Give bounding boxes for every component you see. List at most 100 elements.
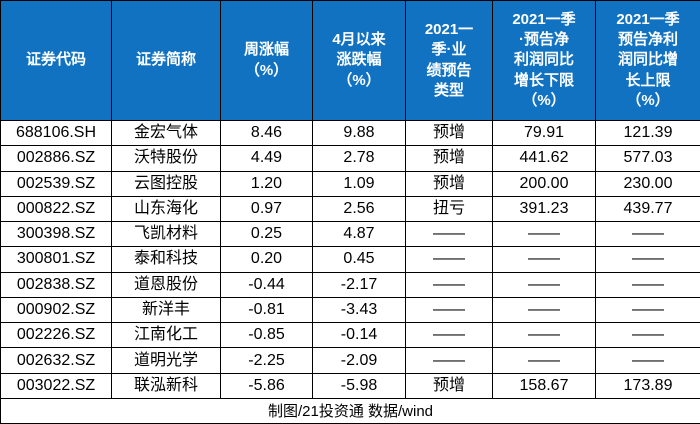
cell-security-name: 飞凯材料 [111,221,221,248]
table-row: 002838.SZ 道恩股份 -0.44 -2.17 —— —— —— [0,271,700,298]
cell-since-april-change: -5.98 [312,372,406,400]
cell-security-code: 002886.SZ [0,145,112,172]
column-header-5: 2021一 季·业 绩预告 类型 [405,0,493,121]
cell-profit-growth-lower: 200.00 [492,170,596,197]
cell-security-name: 江南化工 [111,322,221,349]
table-row: 002632.SZ 道明光学 -2.25 -2.09 —— —— —— [0,347,700,374]
cell-security-name: 联泓新科 [111,372,221,400]
cell-profit-growth-upper: —— [595,296,700,324]
cell-security-name: 泰和科技 [111,246,221,273]
cell-profit-growth-lower: 79.91 [492,119,596,147]
cell-since-april-change: 0.45 [312,246,406,273]
cell-week-change: -5.86 [220,372,313,400]
cell-profit-growth-upper: 577.03 [595,145,700,172]
cell-profit-growth-lower: —— [492,322,596,349]
cell-profit-growth-upper: —— [595,221,700,248]
table-footer: 制图/21投资通 数据/wind [0,398,700,424]
cell-since-april-change: 9.88 [312,119,406,147]
cell-week-change: -0.85 [220,322,313,349]
cell-security-name: 道恩股份 [111,271,221,298]
cell-since-april-change: -3.43 [312,296,406,324]
cell-security-code: 002226.SZ [0,322,112,349]
cell-forecast-type: —— [405,221,493,248]
table-row: 002226.SZ 江南化工 -0.85 -0.14 —— —— —— [0,322,700,349]
header-row: 证券代码 证券简称 周涨幅 （%） 4月以来 涨跌幅 （%） 2021一 季·业 绩预告… [0,0,700,121]
cell-profit-growth-lower: —— [492,246,596,273]
cell-security-name: 金宏气体 [111,119,221,147]
cell-since-april-change: -2.17 [312,271,406,298]
cell-week-change: 0.20 [220,246,313,273]
cell-since-april-change: 4.87 [312,221,406,248]
cell-week-change: -0.44 [220,271,313,298]
column-header-7: 2021一季 预告净利 润同比增 长上限 （%） [595,0,700,121]
cell-security-code: 002632.SZ [0,347,112,374]
cell-profit-growth-upper: —— [595,271,700,298]
cell-security-code: 002838.SZ [0,271,112,298]
column-header-3: 周涨幅 （%） [220,0,313,121]
cell-since-april-change: 2.56 [312,195,406,223]
cell-since-april-change: 1.09 [312,170,406,197]
footer-row: 制图/21投资通 数据/wind [0,398,700,424]
table-row: 300801.SZ 泰和科技 0.20 0.45 —— —— —— [0,246,700,273]
cell-since-april-change: -2.09 [312,347,406,374]
cell-week-change: 1.20 [220,170,313,197]
cell-forecast-type: —— [405,271,493,298]
cell-profit-growth-lower: 158.67 [492,372,596,400]
cell-forecast-type: 扭亏 [405,195,493,223]
cell-security-name: 新洋丰 [111,296,221,324]
cell-week-change: 0.97 [220,195,313,223]
cell-week-change: 4.49 [220,145,313,172]
cell-profit-growth-lower: —— [492,347,596,374]
cell-profit-growth-lower: —— [492,271,596,298]
column-header-4: 4月以来 涨跌幅 （%） [312,0,406,121]
cell-week-change: 8.46 [220,119,313,147]
column-header-1: 证券代码 [0,0,112,121]
cell-profit-growth-lower: 391.23 [492,195,596,223]
cell-forecast-type: —— [405,322,493,349]
table-row: 300398.SZ 飞凯材料 0.25 4.87 —— —— —— [0,221,700,248]
table-footer-credit: 制图/21投资通 数据/wind [0,398,700,424]
cell-profit-growth-lower: —— [492,296,596,324]
table-row: 003022.SZ 联泓新科 -5.86 -5.98 预增 158.67 173.89 [0,372,700,400]
cell-profit-growth-upper: —— [595,347,700,374]
cell-security-code: 000822.SZ [0,195,112,223]
table-row: 000822.SZ 山东海化 0.97 2.56 扭亏 391.23 439.77 [0,195,700,223]
cell-profit-growth-upper: 439.77 [595,195,700,223]
cell-security-name: 道明光学 [111,347,221,374]
cell-forecast-type: 预增 [405,170,493,197]
cell-security-name: 云图控股 [111,170,221,197]
cell-forecast-type: —— [405,296,493,324]
cell-profit-growth-upper: 230.00 [595,170,700,197]
table-row: 002886.SZ 沃特股份 4.49 2.78 预增 441.62 577.03 [0,145,700,172]
cell-security-code: 002539.SZ [0,170,112,197]
cell-security-name: 山东海化 [111,195,221,223]
table-header: 证券代码 证券简称 周涨幅 （%） 4月以来 涨跌幅 （%） 2021一 季·业 绩预告… [0,0,700,121]
cell-security-code: 300801.SZ [0,246,112,273]
cell-profit-growth-upper: 121.39 [595,119,700,147]
cell-profit-growth-lower: 441.62 [492,145,596,172]
cell-security-code: 688106.SH [0,119,112,147]
table-row: 000902.SZ 新洋丰 -0.81 -3.43 —— —— —— [0,296,700,324]
cell-forecast-type: 预增 [405,119,493,147]
cell-forecast-type: 预增 [405,372,493,400]
cell-security-code: 300398.SZ [0,221,112,248]
cell-week-change: 0.25 [220,221,313,248]
cell-week-change: -0.81 [220,296,313,324]
cell-forecast-type: —— [405,347,493,374]
cell-profit-growth-lower: —— [492,221,596,248]
cell-profit-growth-upper: —— [595,246,700,273]
cell-security-code: 000902.SZ [0,296,112,324]
cell-profit-growth-upper: 173.89 [595,372,700,400]
cell-since-april-change: 2.78 [312,145,406,172]
table-body: 688106.SH 金宏气体 8.46 9.88 预增 79.91 121.39 002886… [0,119,700,400]
table-row: 002539.SZ 云图控股 1.20 1.09 预增 200.00 230.00 [0,170,700,197]
cell-since-april-change: -0.14 [312,322,406,349]
cell-security-code: 003022.SZ [0,372,112,400]
cell-security-name: 沃特股份 [111,145,221,172]
table-row: 688106.SH 金宏气体 8.46 9.88 预增 79.91 121.39 [0,119,700,147]
cell-forecast-type: 预增 [405,145,493,172]
cell-forecast-type: —— [405,246,493,273]
column-header-6: 2021一季 ·预告净 利润同比 增长下限 （%） [492,0,596,121]
